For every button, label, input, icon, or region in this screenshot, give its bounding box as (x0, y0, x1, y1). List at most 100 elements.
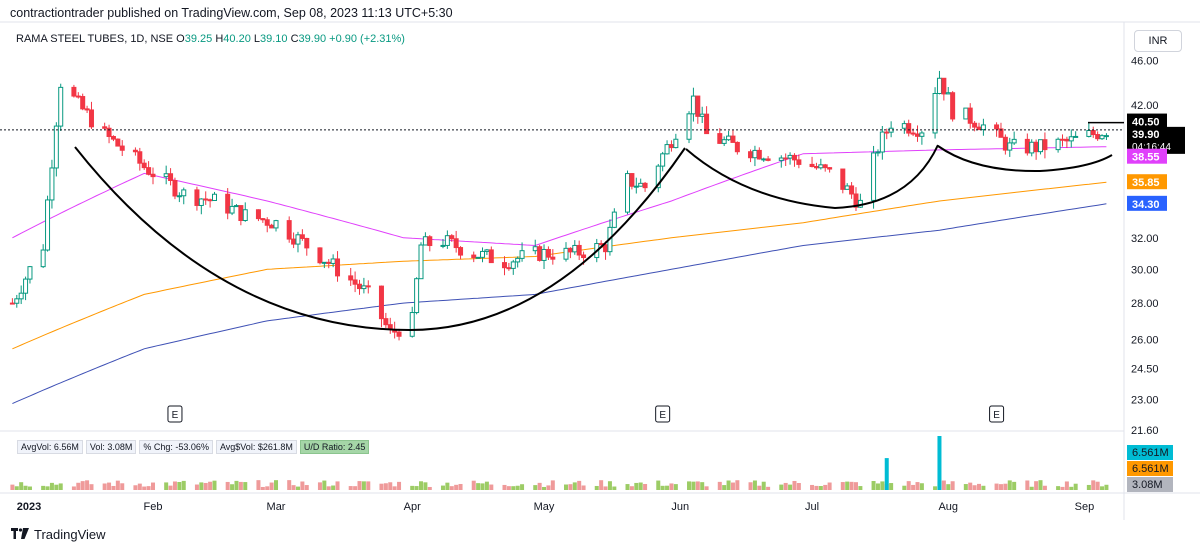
candle-body (572, 244, 578, 253)
volume-bar (963, 484, 968, 490)
y-tick-label: 26.00 (1131, 334, 1159, 346)
candle-body (238, 205, 244, 222)
candle-body (1103, 135, 1109, 138)
volume-bar (85, 480, 90, 490)
candle-body (849, 185, 855, 195)
candle-body (625, 173, 631, 213)
ma-mid-label: 35.85 (1132, 177, 1160, 189)
volume-bar (225, 481, 230, 490)
candle-body (734, 141, 740, 153)
candle-body (1068, 136, 1074, 142)
candle-body (668, 144, 674, 149)
symbol-legend: RAMA STEEL TUBES, 1D, NSE O39.25 H40.20 … (16, 33, 405, 45)
volume-bar (542, 486, 547, 490)
volume-bar (414, 486, 419, 490)
volume-bar (410, 485, 415, 490)
volume-bar (533, 485, 538, 490)
volume-bar (502, 484, 507, 490)
volume-bar (76, 482, 81, 490)
candle-body (444, 235, 450, 246)
volume-bar (212, 480, 217, 490)
candle-body (875, 151, 881, 154)
candle-body (1073, 135, 1079, 138)
volume-bar (911, 484, 916, 490)
volume-bar (27, 486, 32, 490)
candle-body (49, 167, 55, 201)
candle-body (383, 318, 389, 326)
candle-body (414, 278, 420, 314)
volume-bar (392, 486, 397, 490)
candle-body (730, 135, 736, 143)
volume-avg-label-1-bg (1127, 445, 1173, 460)
volume-bar (326, 486, 331, 490)
volume-bar (1064, 481, 1069, 490)
candle-body (18, 292, 24, 300)
candle-body (506, 267, 512, 270)
change-value: +0.90 (+2.31%) (329, 33, 405, 45)
volume-bar (906, 481, 911, 490)
candle-body (291, 238, 297, 245)
volume-bar (146, 486, 151, 490)
volume-bar (735, 480, 740, 490)
volume-bar (58, 483, 63, 490)
volume-last-label: 3.08M (1132, 479, 1163, 491)
volume-bar (564, 484, 568, 490)
volume-bar (476, 483, 481, 490)
volume-bar (941, 480, 946, 490)
x-tick-label: 2023 (17, 501, 41, 513)
y-tick-label: 23.00 (1131, 394, 1159, 406)
volume-bar (1056, 486, 1061, 490)
volume-bar (599, 480, 604, 490)
volume-bar (915, 482, 920, 490)
earnings-marker-box (167, 405, 183, 423)
footer-brand: TradingView (34, 527, 106, 542)
candle-body (203, 198, 209, 201)
volume-bar (260, 486, 265, 490)
candle-body (532, 246, 538, 252)
candle-body (453, 238, 459, 249)
candle-body (45, 199, 51, 251)
earnings-marker-label: E (993, 410, 1000, 421)
earnings-marker-box (989, 405, 1005, 423)
high-value: 40.20 (223, 33, 251, 45)
candle-body (980, 124, 986, 131)
candle-body (611, 211, 617, 228)
candle-body (409, 312, 415, 337)
volume-bar (361, 481, 366, 490)
volume-bar (998, 484, 1003, 490)
volume-bar (291, 485, 296, 490)
candle-body (633, 185, 639, 188)
volume-bar (230, 484, 235, 490)
candle-body (1099, 135, 1105, 140)
candle-body (225, 193, 231, 214)
ma-fast-label: 38.55 (1132, 152, 1160, 164)
volume-bar (23, 485, 28, 490)
volume-bar (858, 486, 863, 490)
candle-body (115, 138, 121, 147)
candle-body (475, 256, 481, 259)
volume-bar (1042, 485, 1047, 490)
tradingview-logo-icon (11, 527, 29, 542)
y-tick-label: 32.00 (1131, 233, 1159, 245)
currency-button[interactable]: INR (1134, 30, 1182, 52)
candle-body (642, 182, 648, 189)
volume-bar (322, 480, 327, 490)
ma-mid-label-bg (1127, 174, 1167, 190)
candle-body (1024, 138, 1030, 154)
candle-body (901, 123, 907, 129)
volume-bar (1104, 484, 1109, 490)
candle-body (427, 236, 433, 247)
open-value: 39.25 (184, 33, 213, 45)
candle-body (1038, 139, 1044, 153)
volume-bar (506, 486, 511, 490)
ma-slow-line (12, 203, 1107, 405)
candle-body (1055, 138, 1061, 151)
volume-bar (353, 486, 358, 490)
candle-body (71, 86, 77, 97)
volume-bar (115, 480, 120, 490)
candle-body (906, 123, 912, 134)
volume-bar (14, 486, 19, 490)
volume-bar (1091, 480, 1096, 490)
candle-body (941, 77, 947, 95)
